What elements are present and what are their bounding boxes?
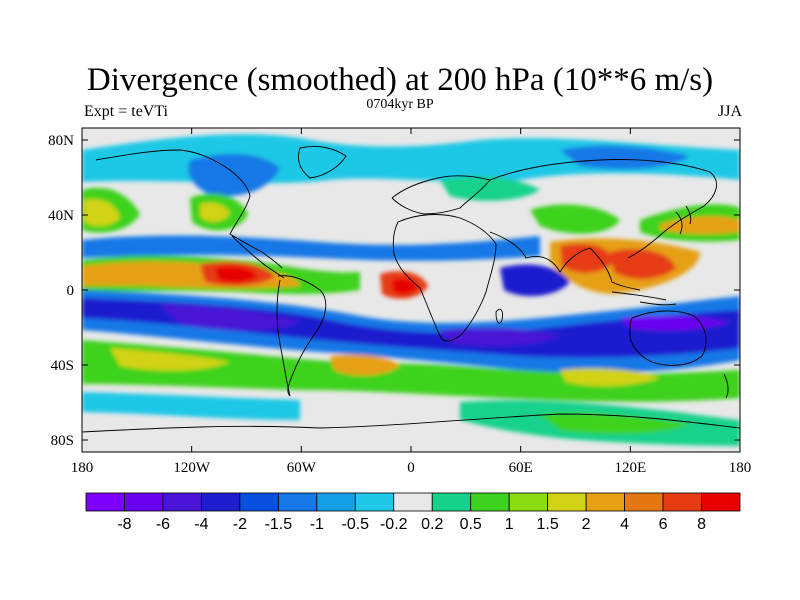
colorbar-label: -8 bbox=[117, 516, 131, 533]
colorbar-swatch bbox=[431, 492, 472, 512]
colorbar-label: 8 bbox=[697, 516, 706, 533]
map-title: Divergence (smoothed) at 200 hPa (10**6 … bbox=[86, 62, 714, 98]
contour-maritime-red bbox=[560, 243, 614, 274]
contour-ant-cyan bbox=[82, 392, 300, 420]
lat-tick-label: 40S bbox=[51, 358, 74, 374]
colorbar-swatch bbox=[316, 492, 356, 512]
contour-sh-purple bbox=[160, 304, 300, 331]
colorbar-swatch bbox=[162, 492, 202, 512]
colorbar: -8 -6 -4 -2 -1.5 -1 -0.5 -0.2 0.2 0.5 1 1.5 2 4 6 8 bbox=[85, 492, 741, 533]
colorbar-label: 0.2 bbox=[421, 516, 443, 533]
coast-europe bbox=[391, 175, 491, 215]
contour-eq-darkred bbox=[215, 266, 258, 283]
lon-tick-label: 0 bbox=[407, 460, 415, 476]
contour-field bbox=[82, 128, 740, 452]
contour-subtrop-n-blue bbox=[82, 235, 540, 261]
period-label: 0704kyr BP bbox=[366, 97, 434, 112]
coast-madagascar bbox=[495, 308, 503, 324]
experiment-label: Expt = teVTi bbox=[84, 103, 168, 120]
season-label: JJA bbox=[717, 103, 742, 120]
colorbar-label: 1.5 bbox=[537, 516, 559, 533]
axis-ticks: 180 120W 60W 0 60E 120E 180 80N 40N 0 40S 80S bbox=[48, 128, 751, 476]
contour-nh-blue2 bbox=[560, 145, 690, 170]
contour-maritime-red2 bbox=[610, 248, 676, 280]
contour-nh-blue bbox=[188, 153, 280, 197]
colorbar-swatch bbox=[624, 492, 664, 512]
contour-np-yellow bbox=[84, 199, 120, 227]
coast-asia bbox=[489, 159, 717, 259]
coast-south-america-west bbox=[276, 279, 291, 397]
contour-india-green bbox=[530, 204, 620, 234]
coast-se-asia bbox=[589, 247, 641, 291]
colorbar-label: 2 bbox=[582, 516, 591, 533]
contour-s-orange bbox=[330, 354, 400, 376]
coast-south-america bbox=[277, 275, 327, 397]
coast-north-america bbox=[95, 149, 283, 269]
colorbar-label: -6 bbox=[156, 516, 170, 533]
coast-new-zealand bbox=[723, 373, 729, 399]
lon-tick-label: 120E bbox=[614, 460, 646, 476]
colorbar-label: -0.2 bbox=[380, 516, 408, 533]
contour-ant-green2 bbox=[540, 412, 690, 434]
colorbar-label: 1 bbox=[505, 516, 514, 533]
contour-s-yellow2 bbox=[560, 368, 660, 387]
coast-arabia-india bbox=[489, 231, 591, 273]
colorbar-label: -0.5 bbox=[342, 516, 370, 533]
contour-atl-yellow bbox=[200, 202, 230, 222]
colorbar-swatch bbox=[354, 492, 395, 512]
contour-sh-purple2 bbox=[440, 328, 560, 346]
colorbar-swatch bbox=[239, 492, 279, 512]
coast-africa bbox=[392, 214, 497, 342]
lon-tick-label: 60E bbox=[509, 460, 533, 476]
colorbar-label: 4 bbox=[620, 516, 629, 533]
colorbar-swatch bbox=[124, 492, 164, 512]
colorbar-swatch bbox=[277, 492, 318, 512]
coast-greenland bbox=[298, 145, 347, 179]
coastlines bbox=[82, 145, 740, 433]
contour-bay-blue bbox=[500, 264, 570, 297]
contour-africa-darkred bbox=[392, 278, 418, 295]
colorbar-swatch bbox=[701, 492, 741, 512]
lat-tick-label: 80N bbox=[48, 133, 74, 149]
lon-tick-label: 120W bbox=[173, 460, 211, 476]
coast-antarctica bbox=[82, 413, 740, 433]
colorbar-label: 0.5 bbox=[460, 516, 482, 533]
contour-s-green bbox=[82, 340, 740, 402]
coast-central-america bbox=[231, 235, 285, 279]
colorbar-swatch bbox=[547, 492, 587, 512]
coast-australia bbox=[629, 310, 707, 366]
contour-asia-green bbox=[440, 176, 540, 201]
colorbar-label: -4 bbox=[194, 516, 208, 533]
lon-tick-label: 180 bbox=[729, 460, 752, 476]
colorbar-label: 6 bbox=[659, 516, 668, 533]
colorbar-swatch bbox=[662, 492, 702, 512]
colorbar-swatch bbox=[585, 492, 625, 512]
colorbar-swatch bbox=[470, 492, 510, 512]
colorbar-swatch bbox=[85, 492, 125, 512]
coast-indonesia bbox=[611, 291, 677, 306]
colorbar-label: -1 bbox=[310, 516, 324, 533]
lat-tick-label: 80S bbox=[51, 433, 74, 449]
lat-tick-label: 0 bbox=[67, 283, 75, 299]
colorbar-label: -1.5 bbox=[265, 516, 293, 533]
contour-s-yellow bbox=[110, 348, 230, 371]
colorbar-swatch bbox=[393, 492, 433, 512]
coast-japan bbox=[675, 205, 692, 235]
colorbar-label: -2 bbox=[233, 516, 247, 533]
colorbar-swatch bbox=[201, 492, 241, 512]
lat-tick-label: 40N bbox=[48, 208, 74, 224]
lon-tick-label: 60W bbox=[287, 460, 317, 476]
colorbar-swatch bbox=[508, 492, 549, 512]
lon-tick-label: 180 bbox=[71, 460, 94, 476]
